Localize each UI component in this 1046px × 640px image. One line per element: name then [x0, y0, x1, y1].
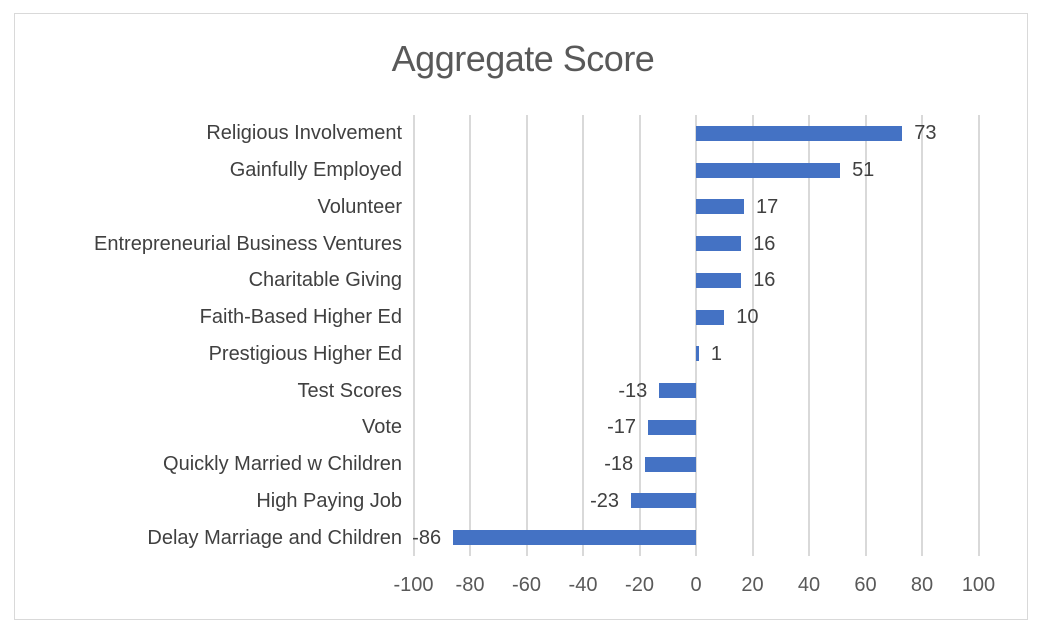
category-label: Delay Marriage and Children: [147, 526, 402, 549]
bar: [696, 346, 699, 362]
bar: [453, 530, 696, 546]
chart-frame: [14, 13, 1028, 620]
data-label: -17: [607, 416, 636, 439]
bar: [645, 456, 696, 472]
data-label: 16: [753, 232, 776, 255]
gridline: [695, 115, 697, 556]
x-tick-label: -100: [393, 574, 434, 596]
chart-title: Aggregate Score: [391, 38, 655, 79]
data-label: 1: [710, 342, 722, 365]
bar: [696, 125, 903, 141]
gridline: [469, 115, 471, 556]
bar: [696, 162, 841, 178]
x-tick-label: 100: [961, 574, 996, 596]
data-label: 17: [756, 195, 779, 218]
bar: [659, 383, 696, 399]
gridline: [977, 115, 980, 556]
x-tick-label: -60: [512, 574, 541, 596]
category-label: Vote: [361, 416, 402, 439]
bar: [696, 199, 745, 215]
x-tick-label: 40: [797, 574, 821, 596]
category-label: Gainfully Employed: [229, 159, 402, 182]
bar: [696, 309, 725, 325]
x-tick-label: -80: [455, 574, 485, 596]
x-tick-label: -40: [568, 574, 598, 596]
data-label: -23: [590, 489, 620, 512]
category-label: Religious Involvement: [206, 122, 402, 145]
category-label: Charitable Giving: [248, 269, 402, 292]
data-label: -86: [412, 526, 442, 549]
data-label: 73: [914, 122, 937, 145]
gridline: [582, 115, 584, 556]
category-label: Test Scores: [297, 379, 402, 402]
gridline: [412, 115, 415, 556]
x-tick-label: 0: [690, 574, 702, 596]
gridline: [808, 115, 810, 556]
gridline: [864, 115, 867, 556]
gridline: [751, 115, 754, 556]
x-tick-label: -20: [625, 574, 654, 596]
category-label: Prestigious Higher Ed: [208, 342, 402, 365]
category-label: High Paying Job: [256, 489, 402, 512]
x-tick-label: 20: [741, 574, 764, 596]
bar: [696, 272, 742, 288]
bar: [696, 236, 742, 252]
gridline: [525, 115, 528, 556]
category-label: Faith-Based Higher Ed: [199, 306, 402, 329]
gridline: [638, 115, 641, 556]
x-tick-label: 60: [854, 574, 877, 596]
category-label: Entrepreneurial Business Ventures: [94, 232, 402, 255]
bar: [631, 493, 696, 509]
x-tick-label: 80: [910, 574, 934, 596]
bar: [647, 419, 696, 435]
category-label: Volunteer: [317, 195, 402, 218]
data-label: 16: [753, 269, 776, 292]
data-label: 51: [852, 159, 875, 182]
data-label: -13: [618, 379, 648, 402]
data-label: 10: [736, 306, 759, 329]
data-label: -18: [604, 453, 634, 476]
gridline: [921, 115, 923, 556]
category-label: Quickly Married w Children: [163, 453, 402, 476]
